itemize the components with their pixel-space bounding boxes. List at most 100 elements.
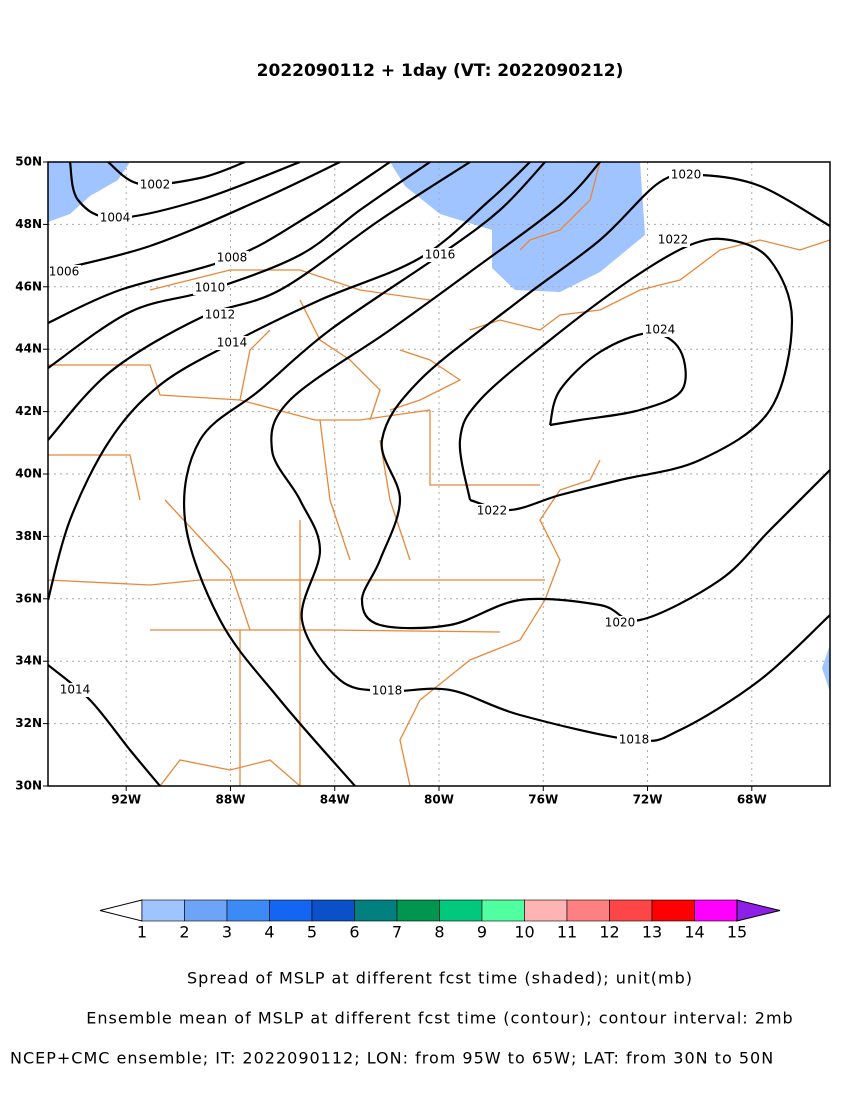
colorbar-label: 12 [599,923,619,942]
colorbar-box [226,899,270,922]
y-tick-label: 36N [15,591,42,605]
colorbar-label: 13 [642,923,662,942]
contour-label: 1002 [140,178,171,192]
colorbar-box [269,899,313,922]
contour-label: 1010 [195,281,226,295]
contour-label-bg [643,323,677,337]
contour-label-bg [370,684,404,698]
contour-line [182,162,546,786]
coastline [159,162,830,786]
contour-label: 1024 [645,323,676,337]
colorbar-label: 11 [557,923,577,942]
colorbar-label: 3 [222,923,232,942]
title: 2022090112 + 1day (VT: 2022090212) [257,61,624,81]
contour-line [360,172,830,630]
contour-line [48,162,431,369]
colorbar-label: 7 [392,923,402,942]
contour-label: 1012 [205,308,236,322]
contour-label-bg [48,265,81,279]
contour-label-bg [98,211,132,225]
y-tick-label: 50N [15,155,42,169]
contour-label: 1022 [658,233,689,247]
colorbar-label: 8 [434,923,444,942]
colorbar-box [566,899,610,922]
colorbar-box [524,899,568,922]
contour-label: 1018 [619,733,650,747]
colorbar-label: 6 [349,923,359,942]
x-tick-label: 80W [424,793,454,807]
y-tick-label: 30N [15,779,42,793]
contour-label-bg [617,733,651,747]
spread-area [390,162,645,292]
contour-line [107,162,246,186]
x-tick-label: 72W [633,793,663,807]
contour-label-bg [215,336,249,350]
y-tick-label: 40N [15,467,42,481]
colorbar-low [99,899,143,922]
contour-label-bg [656,233,690,247]
y-tick-label: 46N [15,279,42,293]
colorbar-box [396,899,440,922]
y-tick-label: 42N [15,404,42,418]
caption: NCEP+CMC ensemble; IT: 2022090112; LON: … [10,1049,774,1068]
contour-label-bg [603,616,637,630]
contour-label-bg [423,248,457,262]
colorbar-label: 15 [727,923,747,942]
y-tick-label: 44N [15,342,42,356]
colorbar-box [439,899,483,922]
contour-line [48,162,471,441]
x-tick-label: 84W [320,793,350,807]
contour-label-bg [193,281,227,295]
contour-label: 1016 [425,248,456,262]
colorbar-box [184,899,228,922]
contour-label: 1008 [217,251,248,265]
contour-label-bg [475,504,509,518]
y-tick-label: 32N [15,716,42,730]
y-tick-label: 48N [15,217,42,231]
contour-label: 1014 [60,683,91,697]
colorbar-label: 10 [514,923,534,942]
colorbar-box [609,899,653,922]
colorbar-label: 9 [477,923,487,942]
colorbar-box [311,899,355,922]
contours: 1002 1004 1006 1008 1010 1012 1014 1016 1018 1020… [48,162,830,786]
colorbar-label: 5 [307,923,317,942]
contour-line [270,162,830,742]
caption: Ensemble mean of MSLP at different fcst … [86,1009,793,1028]
caption: Spread of MSLP at different fcst time (s… [187,969,693,988]
x-tick-label: 76W [528,793,558,807]
contour-label: 1018 [372,684,403,698]
contour-label-bg [669,168,703,182]
colorbar: 1 2 3 4 5 6 7 8 9 10 11 12 13 14 15 [99,899,781,942]
contour-label: 1006 [49,265,80,279]
contour-line [48,162,341,274]
colorbar-box [141,899,185,922]
colorbar-box [694,899,738,922]
contour-label-bg [215,251,249,265]
contour-label-bg [58,683,92,697]
x-tick-label: 88W [215,793,245,807]
contour-label: 1020 [605,616,636,630]
colorbar-box [354,899,398,922]
spread-area [48,162,130,222]
spread-shading [48,162,830,692]
contour-label-bg [203,308,237,322]
contour-label: 1020 [671,168,702,182]
y-tick-label: 38N [15,529,42,543]
contour-label: 1004 [100,211,131,225]
colorbar-box [651,899,695,922]
contour-line [458,237,794,512]
colorbar-box [481,899,525,922]
contour-label: 1014 [217,336,248,350]
colorbar-label: 2 [179,923,189,942]
colorbar-label: 4 [264,923,274,942]
map-frame [47,161,831,787]
contour-line [48,664,161,786]
x-tick-label: 68W [737,793,767,807]
contour-label: 1022 [477,504,508,518]
borders [48,162,830,786]
colorbar-label: 1 [137,923,147,942]
y-tick-label: 34N [15,654,42,668]
colorbar-label: 14 [684,923,704,942]
